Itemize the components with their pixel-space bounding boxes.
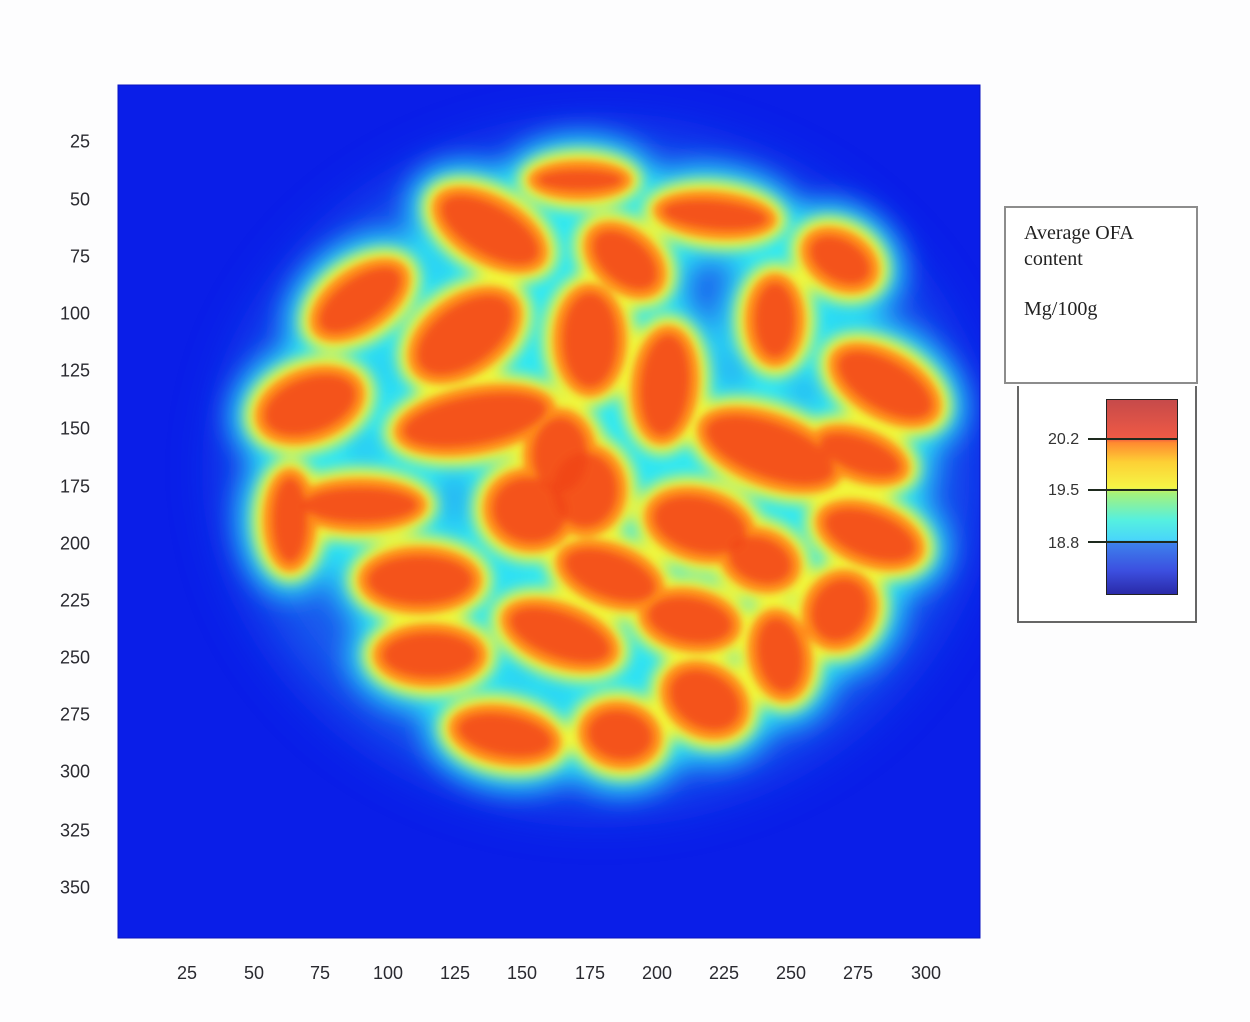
seed-blob [403,393,547,447]
y-tick-label: 175 [59,476,90,497]
colorbar-tick-line [1088,541,1178,543]
seed-blob [640,335,690,435]
y-tick-label: 75 [69,246,90,267]
x-tick-label: 275 [842,963,874,983]
seed-blob [654,496,746,554]
seed-blob [670,670,740,730]
x-tick-label: 250 [775,963,807,983]
y-tick-label: 25 [69,131,90,152]
colorbar-tick-line [1088,489,1178,491]
seed-blob [510,607,610,663]
seed-blob [825,508,915,562]
seed-blob [811,579,869,641]
seed-blob [593,230,657,290]
y-tick-label: 150 [59,418,90,439]
seed-blob [706,415,834,485]
seed-blob [588,710,652,760]
seed-blob [493,477,567,543]
y-tick-label: 275 [59,704,90,725]
legend-title-line1: Average OFA [1024,222,1134,244]
x-tick-label: 100 [372,963,404,983]
x-tick-label: 50 [243,963,265,983]
x-tick-label: 175 [574,963,606,983]
seed-blob [458,713,552,757]
colorbar-tick-label: 18.8 [1048,535,1080,552]
y-tick-label: 50 [69,189,90,210]
legend-title-box: Average OFA content Mg/100g [1004,206,1198,384]
colorbar [1106,399,1178,595]
seed-blob [757,618,803,692]
y-tick-label: 250 [59,647,90,668]
y-tick-label: 125 [59,360,90,381]
colorbar-tick-label: 20.2 [1048,431,1080,448]
x-tick-label: 125 [439,963,471,983]
seed-blob [273,478,307,562]
seed-blob [383,633,477,677]
seed-blob [838,351,932,419]
seed-blob [820,433,900,477]
seed-blob [565,548,655,602]
y-tick-label: 350 [59,877,90,898]
seed-blob [663,200,767,230]
legend-title-line2: content [1024,248,1083,270]
seed-blob [648,597,732,643]
y-tick-label: 200 [59,533,90,554]
colorbar-tick-label: 19.5 [1048,482,1080,499]
y-tick-label: 100 [59,303,90,324]
seed-blob [553,453,617,527]
seed-blob [319,267,401,333]
plot-frame [117,84,981,939]
y-tick-label: 225 [59,590,90,611]
seed-blob [264,374,356,436]
seed-blob [563,293,617,387]
seed-blob [538,170,622,190]
seed-blob [417,295,513,375]
seed-layer-red [264,170,932,760]
x-tick-label: 300 [910,963,942,983]
seed-blob [810,236,870,284]
x-tick-label: 25 [176,963,198,983]
seed-blob [303,488,417,522]
seed-blob [729,536,791,584]
y-tick-label: 300 [59,761,90,782]
seed-blob [368,556,472,604]
seed-blob [441,195,539,265]
colorbar-tick-line [1088,438,1178,440]
legend-unit: Mg/100g [1024,298,1098,320]
x-tick-label: 225 [708,963,740,983]
x-tick-label: 200 [641,963,673,983]
y-tick-label: 325 [59,820,90,841]
x-tick-label: 75 [309,963,331,983]
x-tick-label: 150 [506,963,538,983]
seed-blob [755,283,795,357]
